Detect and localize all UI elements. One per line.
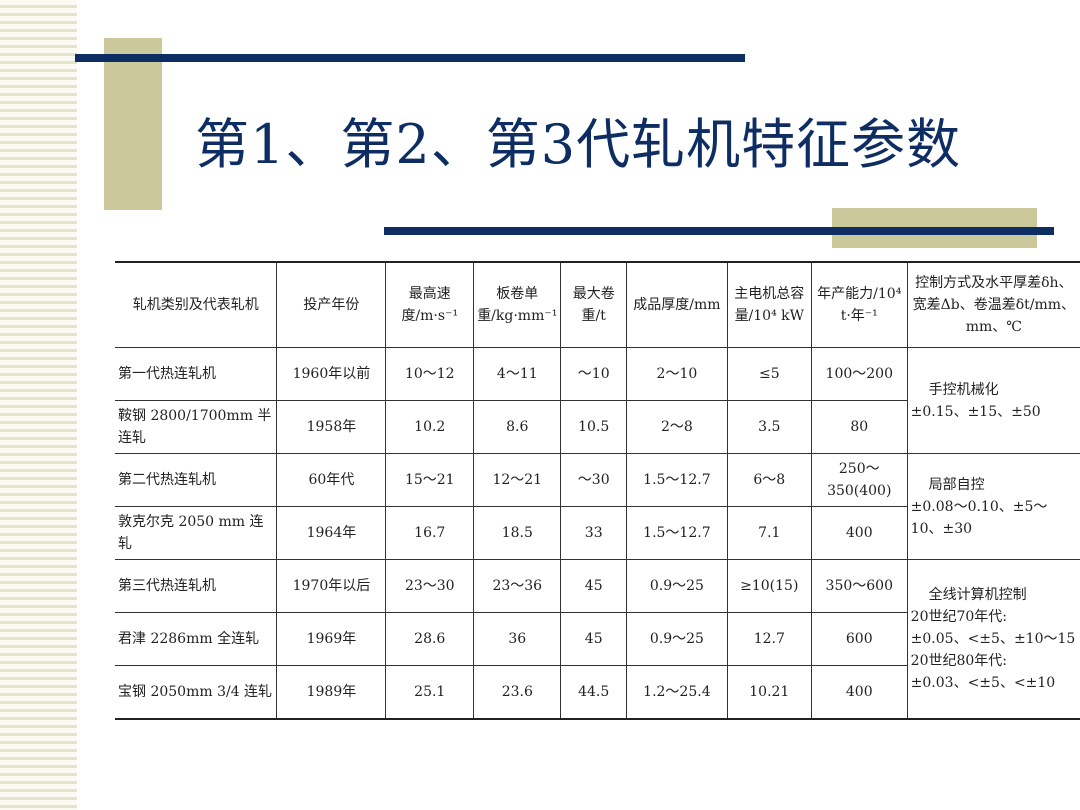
control-method-cell: 全线计算机控制 20世纪70年代: ±0.05、<±5、±10～15 20世纪80年代… [906, 559, 1080, 720]
table-cell: 1.5～12.7 [626, 453, 728, 507]
table-cell: 1.2～25.4 [626, 665, 728, 720]
table-cell: 1969年 [276, 612, 387, 666]
parameters-table: 轧机类别及代表轧机 投产年份 最高速度/m·s⁻¹ 板卷单重/kg·mm⁻¹ 最大卷重/… [115, 261, 1080, 720]
table-row: 第一代热连轧机 1960年以前 10～12 4～11 ～10 2～10 ≤5 100～200 手… [115, 347, 1080, 454]
column-header: 控制方式及水平厚差δh、宽差Δb、卷温差δt/mm、mm、℃ [906, 261, 1080, 348]
table-cell: 10.2 [385, 400, 475, 454]
table-cell: 2～10 [626, 347, 728, 401]
table-cell: 350～600 [810, 559, 908, 613]
table-cell: 10.21 [726, 665, 812, 720]
table-cell: 0.9～25 [626, 559, 728, 613]
table-cell: 25.1 [385, 665, 475, 720]
table-cell: 15～21 [385, 453, 475, 507]
column-header: 最高速度/m·s⁻¹ [385, 261, 475, 348]
table-cell: 12～21 [473, 453, 562, 507]
table-cell: 16.7 [385, 506, 475, 560]
table-cell: 36 [473, 612, 562, 666]
table-cell: 10.5 [560, 400, 628, 454]
column-header: 年产能力/10⁴ t·年⁻¹ [810, 261, 908, 348]
control-line: ±0.08～0.10、±5～10、±30 [910, 498, 1048, 537]
table-cell: 8.6 [473, 400, 562, 454]
column-header: 轧机类别及代表轧机 [115, 261, 278, 348]
table-cell: 400 [810, 506, 908, 560]
table-cell: 3.5 [726, 400, 812, 454]
table-cell: 1989年 [276, 665, 387, 720]
table-cell: 250～350(400) [810, 453, 908, 507]
mill-name-cell: 鞍钢 2800/1700mm 半连轧 [115, 400, 278, 454]
table-cell: 80 [810, 400, 908, 454]
slide-title: 第1、第2、第3代轧机特征参数 [195, 113, 962, 176]
table-cell: ≥10(15) [726, 559, 812, 613]
table-row: 君津 2286mm 全连轧 1969年 28.6 36 45 0.9～25 12.7 600 [115, 612, 1080, 666]
table-cell: 18.5 [473, 506, 562, 560]
table-cell: 7.1 [726, 506, 812, 560]
table-cell: 100～200 [810, 347, 908, 401]
control-method-cell: 局部自控 ±0.08～0.10、±5～10、±30 [906, 453, 1080, 560]
table-cell: 1.5～12.7 [626, 506, 728, 560]
table-cell: 28.6 [385, 612, 475, 666]
table-header-row: 轧机类别及代表轧机 投产年份 最高速度/m·s⁻¹ 板卷单重/kg·mm⁻¹ 最大卷重/… [115, 261, 1080, 348]
table-cell: 33 [560, 506, 628, 560]
table-cell: 45 [560, 559, 628, 613]
decorative-line [75, 54, 745, 62]
control-line: 全线计算机控制 [928, 587, 1027, 603]
table-cell: 23～36 [473, 559, 562, 613]
table-cell: 2～8 [626, 400, 728, 454]
table-cell: ～10 [560, 347, 628, 401]
control-method-cell: 手控机械化 ±0.15、±15、±50 [906, 347, 1080, 454]
table-cell: 10～12 [385, 347, 475, 401]
control-line: 手控机械化 [928, 381, 999, 398]
mill-name-cell: 君津 2286mm 全连轧 [115, 612, 278, 666]
column-header: 主电机总容量/10⁴ kW [726, 261, 812, 348]
table-cell: 1970年以后 [276, 559, 387, 613]
table-row: 宝钢 2050mm 3/4 连轧 1989年 25.1 23.6 44.5 1.2～25.… [115, 665, 1080, 720]
table-cell: 1958年 [276, 400, 387, 454]
table-cell: 60年代 [276, 453, 387, 507]
mill-name-cell: 宝钢 2050mm 3/4 连轧 [115, 665, 278, 720]
table-cell: 45 [560, 612, 628, 666]
table-cell: 400 [810, 665, 908, 720]
control-line: 局部自控 [928, 476, 985, 493]
control-line: 20世纪70年代: [910, 609, 1008, 625]
table-row: 鞍钢 2800/1700mm 半连轧 1958年 10.2 8.6 10.5 2～8 3.5… [115, 400, 1080, 454]
column-header: 投产年份 [276, 261, 387, 348]
decorative-stripes [0, 0, 77, 810]
table-cell: ～30 [560, 453, 628, 507]
table-cell: 23.6 [473, 665, 562, 720]
table-row: 第二代热连轧机 60年代 15～21 12～21 ～30 1.5～12.7 6～8 250～3… [115, 453, 1080, 560]
mill-name-cell: 敦克尔克 2050 mm 连轧 [115, 506, 278, 560]
table-row: 第三代热连轧机 1970年以后 23～30 23～36 45 0.9～25 ≥10(15) 3… [115, 559, 1080, 720]
table-cell: 44.5 [560, 665, 628, 720]
table-cell: 600 [810, 612, 908, 666]
table-cell: ≤5 [726, 347, 812, 401]
table-cell: 1960年以前 [276, 347, 387, 401]
column-header: 板卷单重/kg·mm⁻¹ [473, 261, 562, 348]
column-header: 成品厚度/mm [626, 261, 728, 348]
control-line: ±0.03、<±5、<±10 [910, 675, 1056, 691]
control-line: ±0.05、<±5、±10～15 [910, 631, 1076, 647]
control-line: 20世纪80年代: [910, 653, 1008, 669]
table-cell: 23～30 [385, 559, 475, 613]
decorative-block [104, 38, 162, 210]
control-line: ±0.15、±15、±50 [910, 403, 1041, 420]
table-cell: 1964年 [276, 506, 387, 560]
table-cell: 12.7 [726, 612, 812, 666]
mill-name-cell: 第二代热连轧机 [115, 453, 278, 507]
column-header: 最大卷重/t [560, 261, 628, 348]
mill-name-cell: 第一代热连轧机 [115, 347, 278, 401]
table-cell: 6～8 [726, 453, 812, 507]
table-cell: 4～11 [473, 347, 562, 401]
mill-name-cell: 第三代热连轧机 [115, 559, 278, 613]
table-cell: 0.9～25 [626, 612, 728, 666]
decorative-line [384, 227, 1054, 235]
